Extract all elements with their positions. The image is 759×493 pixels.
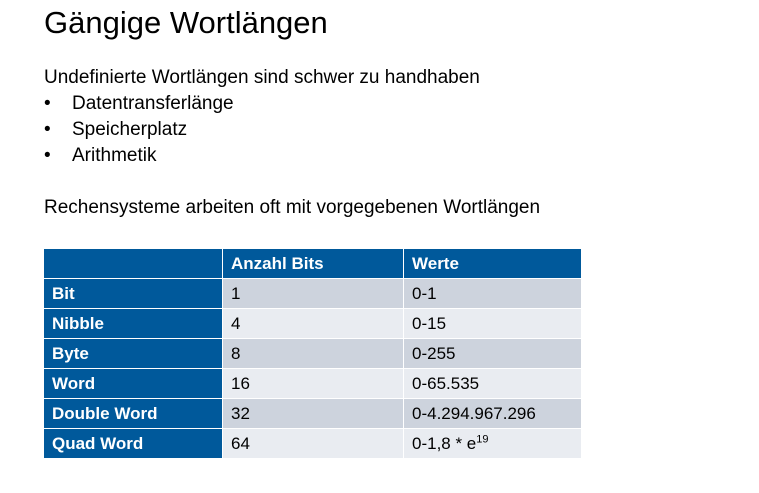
bullet-item: • Datentransferlänge bbox=[44, 91, 234, 117]
table-row: Double Word 32 0-4.294.967.296 bbox=[43, 398, 582, 429]
table-row: Byte 8 0-255 bbox=[43, 338, 582, 369]
subtitle-text: Rechensysteme arbeiten oft mit vorgegebe… bbox=[44, 197, 541, 218]
row-name: Double Word bbox=[43, 398, 223, 429]
row-name: Quad Word bbox=[43, 428, 223, 459]
bullet-dot-icon: • bbox=[44, 119, 51, 140]
header-cell-bits: Anzahl Bits bbox=[222, 248, 404, 279]
bullet-text: Arithmetik bbox=[72, 145, 157, 166]
bullet-text: Speicherplatz bbox=[72, 119, 188, 140]
row-bits: 1 bbox=[222, 278, 404, 309]
word-length-table: Anzahl Bits Werte Bit 1 0-1 Nibble 4 0-1… bbox=[43, 248, 582, 459]
value-exponent: 19 bbox=[476, 432, 489, 445]
intro-text: Undefinierte Wortlängen sind schwer zu h… bbox=[44, 67, 480, 88]
row-name: Word bbox=[43, 368, 223, 399]
row-name: Bit bbox=[43, 278, 223, 309]
bullet-list: • Datentransferlänge • Speicherplatz • Arit… bbox=[44, 91, 234, 169]
value-base: 0-1,8 * e bbox=[412, 433, 477, 453]
table-row: Bit 1 0-1 bbox=[43, 278, 582, 309]
bullet-dot-icon: • bbox=[44, 145, 51, 166]
row-values: 0-1,8 * e19 bbox=[403, 428, 582, 459]
row-bits: 16 bbox=[222, 368, 404, 399]
table-row: Nibble 4 0-15 bbox=[43, 308, 582, 339]
bullet-dot-icon: • bbox=[44, 93, 51, 114]
bullet-item: • Arithmetik bbox=[44, 143, 234, 169]
table-row: Quad Word 64 0-1,8 * e19 bbox=[43, 428, 582, 459]
row-bits: 64 bbox=[222, 428, 404, 459]
header-cell-values: Werte bbox=[403, 248, 582, 279]
bullet-text: Datentransferlänge bbox=[72, 93, 234, 114]
table-header-row: Anzahl Bits Werte bbox=[43, 248, 582, 279]
row-values: 0-1 bbox=[403, 278, 582, 309]
bullet-item: • Speicherplatz bbox=[44, 117, 234, 143]
row-values: 0-15 bbox=[403, 308, 582, 339]
row-name: Nibble bbox=[43, 308, 223, 339]
table-row: Word 16 0-65.535 bbox=[43, 368, 582, 399]
row-bits: 32 bbox=[222, 398, 404, 429]
row-values: 0-65.535 bbox=[403, 368, 582, 399]
row-values: 0-4.294.967.296 bbox=[403, 398, 582, 429]
header-cell-empty bbox=[43, 248, 223, 279]
slide-title: Gängige Wortlängen bbox=[44, 5, 328, 40]
row-bits: 4 bbox=[222, 308, 404, 339]
row-bits: 8 bbox=[222, 338, 404, 369]
row-name: Byte bbox=[43, 338, 223, 369]
row-values: 0-255 bbox=[403, 338, 582, 369]
